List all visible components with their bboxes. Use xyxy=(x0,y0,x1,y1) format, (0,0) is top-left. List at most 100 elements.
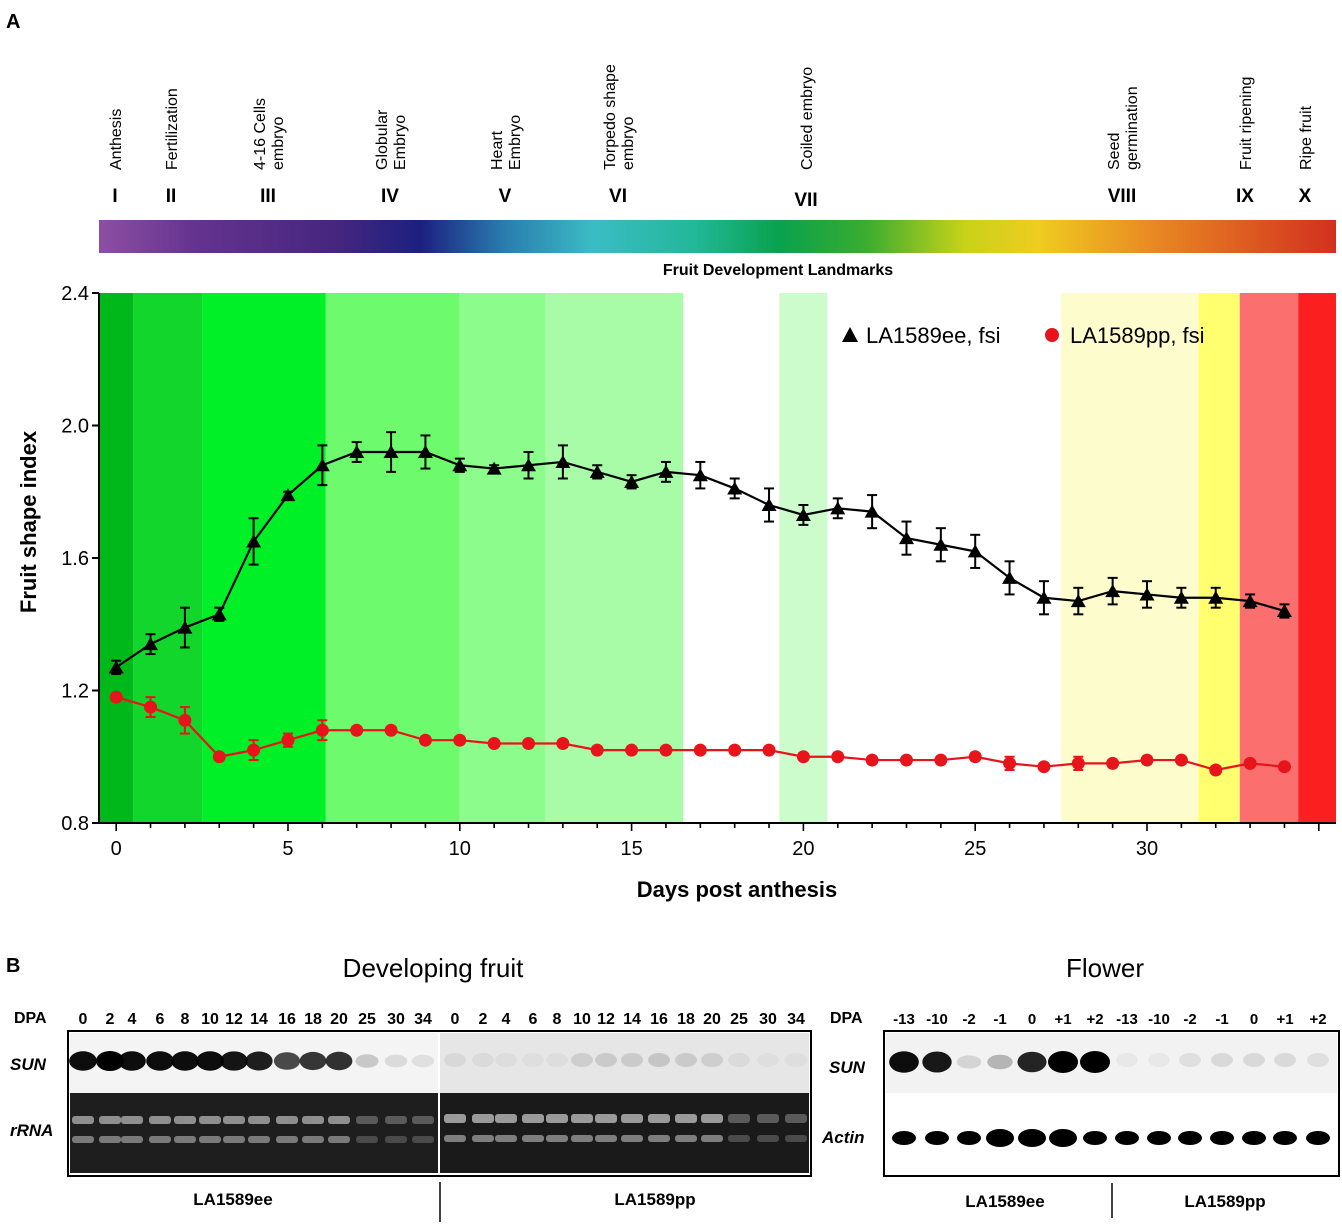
lane-label: 2 xyxy=(479,1011,488,1028)
stage-band xyxy=(1198,293,1240,823)
data-point xyxy=(831,750,845,764)
stage-band xyxy=(202,293,326,823)
data-point xyxy=(349,445,365,458)
blot-band xyxy=(248,1116,270,1124)
x-tick-label: 15 xyxy=(620,838,642,860)
blot-band xyxy=(273,1052,301,1070)
x-tick-label: 5 xyxy=(282,838,293,860)
blot-band xyxy=(1306,1131,1330,1145)
lane-label: 6 xyxy=(156,1011,165,1028)
data-point xyxy=(452,458,468,472)
data-point xyxy=(177,620,193,634)
lane-label: +2 xyxy=(1309,1011,1326,1028)
data-point xyxy=(1071,756,1085,770)
data-point xyxy=(1243,756,1257,770)
data-point xyxy=(1037,760,1051,774)
blot-band xyxy=(299,1051,327,1071)
lane-label: -1 xyxy=(1215,1011,1228,1028)
data-point xyxy=(865,753,879,767)
stage-numeral: IV xyxy=(381,186,399,207)
blot-band xyxy=(199,1116,221,1124)
blot-band xyxy=(118,1051,146,1071)
blot-band xyxy=(675,1114,697,1123)
blot-band xyxy=(174,1116,196,1124)
lane-label: -13 xyxy=(893,1011,915,1028)
data-point xyxy=(589,464,605,478)
blot-band xyxy=(785,1135,807,1142)
stage-numeral: X xyxy=(1299,186,1312,207)
data-point xyxy=(1003,756,1017,770)
blot-band xyxy=(1211,1053,1233,1067)
data-point xyxy=(1139,587,1155,601)
stage-numeral: VIII xyxy=(1108,186,1137,207)
data-point xyxy=(1002,570,1018,584)
stage-name: Seed xyxy=(1106,133,1123,170)
data-point xyxy=(692,468,708,482)
blot-band xyxy=(472,1053,494,1067)
lane-label: 20 xyxy=(330,1011,348,1028)
group-label: LA1589pp xyxy=(1184,1192,1265,1211)
axes: 0.8 1.2 1.6 2.0 2.4 0 5 10 15 20 25 30 xyxy=(61,283,1336,860)
blot-band xyxy=(925,1131,949,1145)
blot-band xyxy=(522,1114,544,1123)
blot-band xyxy=(356,1136,378,1143)
lane-label: 20 xyxy=(703,1011,721,1028)
x-tick-label: 20 xyxy=(792,838,814,860)
blot-band xyxy=(595,1053,617,1067)
lane-label: 34 xyxy=(787,1011,805,1028)
lane-label: 2 xyxy=(106,1011,115,1028)
data-point xyxy=(761,498,777,511)
data-point xyxy=(555,454,571,468)
data-point xyxy=(898,531,914,545)
data-point xyxy=(383,445,399,458)
blot-band xyxy=(121,1116,143,1124)
data-point xyxy=(1208,590,1224,604)
lane-label: +1 xyxy=(1054,1011,1071,1028)
lane-label: 25 xyxy=(358,1011,376,1028)
data-point xyxy=(1277,760,1291,774)
lane-label: 34 xyxy=(414,1011,432,1028)
data-point xyxy=(796,750,810,764)
data-point xyxy=(590,743,604,757)
blot-band xyxy=(223,1136,245,1143)
stage-numeral: IX xyxy=(1236,186,1254,207)
data-point xyxy=(1276,604,1292,617)
lane-label: 8 xyxy=(553,1011,562,1028)
data-point xyxy=(1105,584,1121,598)
blot-band xyxy=(1273,1131,1297,1145)
blot-band xyxy=(957,1131,981,1145)
y-tick-label: 2.4 xyxy=(61,283,89,305)
stage-numeral: III xyxy=(260,186,276,207)
blot-band xyxy=(1147,1131,1171,1145)
lane-label: 0 xyxy=(1028,1011,1036,1028)
blot-frame xyxy=(883,1030,1340,1177)
stage-numeral: VII xyxy=(794,190,817,211)
data-point xyxy=(108,660,124,674)
lane-label: -10 xyxy=(926,1011,948,1028)
blot-band xyxy=(149,1136,171,1143)
blot-band xyxy=(72,1136,94,1143)
data-point xyxy=(1036,590,1052,604)
data-point xyxy=(178,713,192,727)
panel-b-label: B xyxy=(6,955,20,977)
blot-band xyxy=(328,1136,350,1143)
blot-band xyxy=(444,1114,466,1123)
stage-band xyxy=(459,293,546,823)
stage-name: Fertilization xyxy=(164,88,181,170)
lane-label: 4 xyxy=(502,1011,511,1028)
stage-band xyxy=(1239,293,1299,823)
blot-band xyxy=(1048,1051,1078,1073)
blot-band xyxy=(956,1055,982,1069)
blot-band xyxy=(99,1136,121,1143)
lane-label: 0 xyxy=(1250,1011,1258,1028)
group-label: LA1589ee xyxy=(193,1190,272,1209)
data-point xyxy=(486,461,502,475)
lane-label: 10 xyxy=(201,1011,219,1028)
data-point xyxy=(1173,590,1189,604)
blot-band xyxy=(728,1114,750,1123)
lane-label: +1 xyxy=(1276,1011,1293,1028)
legend-marker-triangle xyxy=(842,327,858,342)
blot-band xyxy=(621,1114,643,1123)
data-point xyxy=(314,458,330,472)
data-point xyxy=(1242,594,1258,608)
